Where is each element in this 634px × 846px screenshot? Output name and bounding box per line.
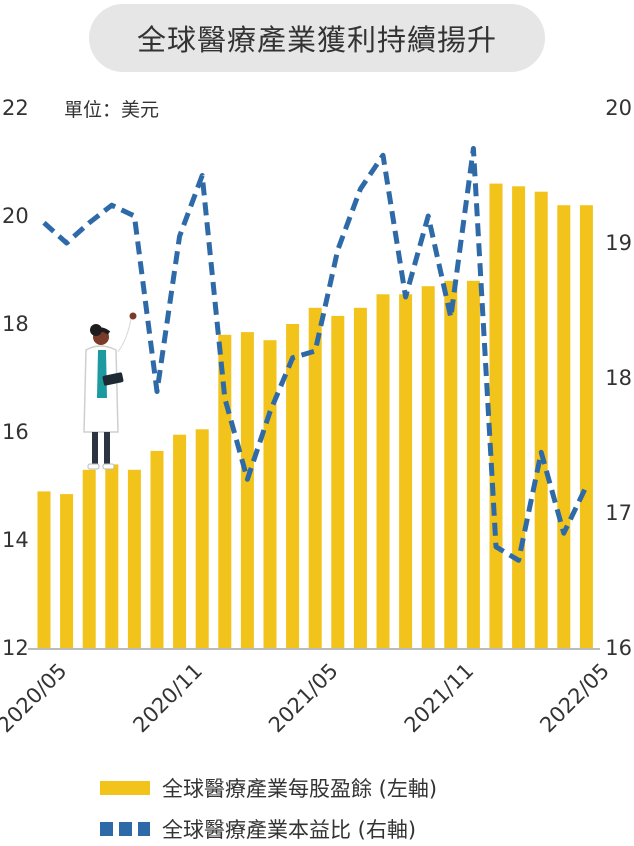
x-tick-2021/05: 2021/05 [264, 659, 343, 738]
x-tick-2020/05: 2020/05 [0, 659, 72, 738]
eps-bar-4 [127, 469, 141, 648]
chart-title: 全球醫療產業獲利持續揚升 [136, 23, 497, 57]
eps-bar-7 [195, 429, 209, 648]
pe-line [42, 146, 589, 563]
left-tick-22: 22 [2, 96, 29, 120]
eps-bar-24 [579, 205, 593, 648]
eps-bar-10 [263, 340, 277, 648]
left-tick-18: 18 [2, 312, 29, 336]
right-tick-20: 20 [605, 96, 632, 120]
x-tick-2022/05: 2022/05 [535, 659, 614, 738]
eps-bar-5 [150, 450, 164, 648]
eps-bar-17 [421, 286, 435, 648]
right-tick-17: 17 [605, 501, 632, 525]
eps-bar-14 [353, 307, 367, 648]
eps-bar-3 [105, 464, 119, 648]
legend-eps-label: 全球醫療產業每股盈餘 (左軸) [162, 777, 438, 801]
legend-pe-label: 全球醫療產業本益比 (右軸) [162, 818, 417, 842]
eps-bar-6 [173, 434, 187, 648]
eps-bar-12 [308, 307, 322, 648]
eps-bar-22 [534, 191, 548, 648]
right-tick-18: 18 [605, 366, 632, 390]
left-axis-ticks: 12 14 16 18 20 22 [2, 96, 29, 660]
right-tick-19: 19 [605, 231, 632, 255]
eps-bar-19 [466, 280, 480, 648]
unit-label: 單位：美元 [64, 99, 160, 121]
left-tick-14: 14 [2, 528, 29, 552]
eps-bar-18 [444, 280, 458, 648]
eps-bar-9 [240, 332, 254, 648]
left-tick-16: 16 [2, 420, 29, 444]
legend-eps: 全球醫療產業每股盈餘 (左軸) [100, 771, 620, 805]
eps-bar-2 [82, 469, 96, 648]
legend-bar-swatch [100, 781, 150, 795]
eps-bar-13 [331, 315, 345, 648]
eps-bar-15 [376, 294, 390, 648]
eps-bar-11 [286, 324, 300, 648]
eps-bar-23 [557, 205, 571, 648]
eps-bar-1 [60, 494, 74, 648]
left-tick-12: 12 [2, 636, 29, 660]
doctor-illustration-icon [83, 312, 137, 470]
x-axis-ticks: 2020/05 2020/11 2021/05 2021/11 2022/05 [0, 659, 614, 738]
chart-title-pill: 全球醫療產業獲利持續揚升 [89, 4, 545, 72]
eps-bars [37, 183, 593, 649]
right-tick-16: 16 [605, 636, 632, 660]
legend-line-swatch [100, 822, 150, 836]
legend-pe: 全球醫療產業本益比 (右軸) [100, 812, 620, 846]
eps-bar-20 [489, 183, 503, 648]
eps-bar-16 [399, 294, 413, 648]
eps-bar-0 [37, 491, 51, 648]
x-tick-2021/11: 2021/11 [400, 659, 479, 738]
right-axis-ticks: 16 17 18 19 20 [605, 96, 632, 660]
left-tick-20: 20 [2, 204, 29, 228]
eps-bar-21 [512, 186, 526, 649]
x-tick-2020/11: 2020/11 [128, 659, 207, 738]
